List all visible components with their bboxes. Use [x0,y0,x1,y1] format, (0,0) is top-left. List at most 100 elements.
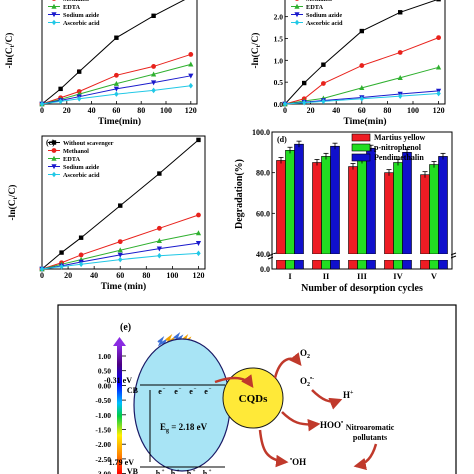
axis-break-mark [267,252,277,257]
energy-scale-ticks: 1.00 0.50 0.00 -0.50 -1.00 -1.50 -2.00 -2.50 -3.… [95,352,126,474]
radical-arrow [311,389,343,410]
data-point-s2-5 [436,64,442,70]
hole-charge-1: + [177,469,180,474]
electron-1: e [174,387,178,396]
data-point-s0-1 [302,80,307,86]
plot-frame [41,0,198,105]
hole-charge-3: + [209,469,212,474]
y-axis-title: -ln(Ct/C) [4,33,16,69]
x-tick-label-2: 40 [90,271,98,280]
bar-s2-4 [438,156,448,255]
electron-charge-1: − [179,387,182,392]
bar-base-s0-2 [348,259,358,270]
y-tick-label-0: 0.0 [260,265,270,274]
panel-b: 0 20 40 60 80 100 120 0.0 0.5 1.0 1.5 2.0 Time(min) -… [250,0,446,127]
scale-tick-label-4: -1.00 [95,411,111,420]
series-line-4 [41,252,199,270]
hoo-radical-label: HOO• [320,420,343,430]
legend-label-3: Sodium azide [63,164,99,171]
series-line-4 [284,93,439,105]
data-point-s4-4 [151,87,156,94]
x-tick-label-1: 20 [64,271,72,280]
y-tick-label-4: 2.0 [274,13,284,22]
bar-base-s0-4 [420,259,430,270]
hole-2: h [187,469,192,474]
electron-0: e [158,387,162,396]
electron-2: e [189,387,193,396]
data-point-s4-5 [196,250,201,257]
series-line-0 [41,0,186,105]
energy-scale-bar [117,345,122,474]
data-point-s4-0 [39,101,45,107]
data-point-s0-5 [436,0,441,2]
x-tick-label-4: 80 [137,106,145,115]
legend-label-1: p-nitrophenol [374,143,422,152]
legend-label-2: EDTA [63,156,80,163]
data-point-s0-3 [118,203,123,208]
bar-s2-2 [366,147,376,255]
legend-swatch-2 [351,153,371,162]
x-tick-label-0: 0 [283,106,287,115]
legend-label-0: Methanol [306,0,332,3]
legend-swatch-1 [351,143,371,152]
bar-base-s2-4 [438,259,448,270]
data-point-s0-5 [196,137,201,143]
hole-1: h [171,469,176,474]
data-point-s4-5 [436,90,441,97]
x-tick-label-6: 120 [433,106,445,115]
data-point-s4-2 [78,261,84,268]
data-point-s4-5 [188,82,193,89]
x-tick-label-5: 100 [166,271,178,280]
bar-base-s2-2 [366,259,376,270]
x-tick-label-1: 20 [63,106,71,115]
legend-label-2: Sodium azide [306,12,342,19]
series-line-2 [284,66,439,105]
x-tick-label-3: IV [393,271,403,281]
legend-label-0: Methanol [63,0,89,3]
data-point-s4-2 [321,98,326,105]
scale-tick-label-5: -1.50 [95,426,111,435]
bar-s2-3 [402,152,412,255]
data-point-s4-4 [157,252,162,259]
legend-marker-2 [51,155,57,161]
data-point-s2-5 [195,230,202,236]
scale-tick-label-6: -2.00 [95,440,111,449]
scale-tick-label-2: 0.00 [98,381,111,390]
data-point-s2-5 [188,61,194,67]
bar-base-s1-2 [357,259,367,270]
data-point-s1-5 [196,212,201,218]
series-line-0 [284,0,438,105]
data-point-s1-4 [151,64,157,69]
legend-marker-0 [295,0,299,1]
data-point-s0-2 [78,235,84,240]
x-axis-title: Time (min) [101,281,146,292]
x-tick-label-3: 60 [116,271,124,280]
bar-s0-2 [348,166,358,255]
data-point-s0-3 [114,35,119,40]
scale-tick-label-0: 1.00 [98,352,111,361]
hole-charge-2: + [193,469,196,474]
data-point-s3-4 [151,80,157,86]
x-axis-title: Number of desorption cycles [301,283,423,294]
bar-s2-0 [294,143,304,255]
hole-0: h [156,469,161,474]
bar-base-s0-1 [312,259,322,270]
bar-s0-0 [276,160,286,255]
legend-label-2: Pendimethalin [374,153,424,162]
hoo-arrow [281,411,321,432]
data-point-s4-3 [118,256,123,263]
scale-tick-label-1: 0.50 [98,367,111,376]
data-point-s1-3 [114,72,119,78]
hydroxyl-radical-label: •OH [290,457,306,467]
bar-base-s2-0 [294,259,304,270]
data-point-s4-4 [398,93,403,99]
x-tick-label-1: II [323,271,330,281]
electron-charge-2: − [194,387,197,392]
legend-marker-4 [51,171,57,178]
bar-s1-1 [321,156,331,255]
data-point-s0-4 [151,13,156,18]
data-point-s4-1 [302,99,307,106]
cqds-particle [222,367,284,429]
data-point-s4-2 [77,95,82,102]
